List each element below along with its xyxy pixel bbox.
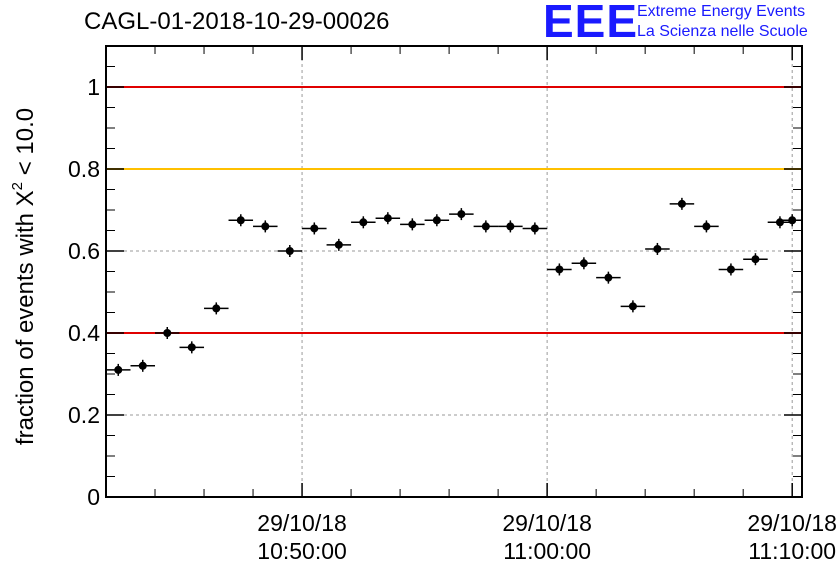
y-tick-label: 0.8 — [68, 156, 100, 182]
x-tick-label-time: 11:00:00 — [503, 538, 591, 564]
data-point — [530, 224, 539, 233]
data-point — [285, 247, 294, 255]
data-point — [432, 216, 441, 225]
y-tick-label: 1 — [87, 74, 100, 100]
chart-title: CAGL-01-2018-10-29-00026 — [84, 8, 390, 35]
x-tick-label-date: 29/10/18 — [502, 510, 592, 536]
data-point — [653, 244, 662, 253]
x-tick-label-time: 10:50:00 — [257, 538, 347, 564]
y-tick-label: 0.4 — [68, 320, 100, 346]
plot-frame — [105, 45, 803, 498]
y-axis-label-prefix: fraction of events with X — [12, 190, 39, 445]
y-axis-label-sup: 2 — [9, 182, 26, 190]
data-points — [106, 197, 802, 376]
x-tick-labels: 29/10/1810:50:0029/10/1811:00:0029/10/18… — [257, 510, 836, 564]
data-point — [677, 199, 686, 208]
logo-line-2: La Scienza nelle Scuole — [637, 23, 808, 40]
y-axis-label: fraction of events with X2 < 10.0 — [9, 108, 39, 445]
grid-layer — [106, 46, 802, 497]
data-point — [481, 222, 490, 231]
data-point — [702, 222, 711, 231]
data-point — [138, 361, 147, 370]
y-axis-label-suffix: < 10.0 — [12, 108, 39, 182]
tick-layer — [105, 46, 802, 498]
data-point — [628, 302, 637, 311]
data-point — [726, 265, 735, 274]
data-point — [334, 240, 343, 249]
data-point — [236, 216, 245, 225]
y-tick-label: 0.2 — [68, 402, 100, 428]
data-point — [457, 210, 466, 219]
data-point — [579, 259, 588, 268]
x-tick-label-date: 29/10/18 — [257, 510, 347, 536]
data-point — [187, 343, 196, 352]
logo-mark: EEE — [543, 0, 639, 47]
eee-logo: EEE Extreme Energy Events La Scienza nel… — [543, 0, 833, 46]
data-point — [310, 224, 319, 233]
data-point — [408, 220, 417, 229]
reference-lines — [106, 86, 802, 334]
y-tick-label: 0 — [87, 484, 100, 510]
data-point — [212, 304, 221, 313]
data-point — [359, 218, 368, 227]
data-point — [751, 255, 760, 264]
logo-line-1: Extreme Energy Events — [637, 3, 806, 20]
x-tick-label-time: 11:10:00 — [748, 538, 836, 564]
y-tick-label: 0.6 — [68, 238, 100, 264]
data-point — [261, 222, 270, 231]
data-point — [555, 265, 564, 274]
data-point — [163, 329, 172, 337]
data-point — [788, 216, 797, 225]
data-point — [604, 273, 613, 282]
data-point — [506, 222, 515, 231]
data-point — [114, 365, 123, 374]
x-tick-label-date: 29/10/18 — [747, 510, 836, 536]
y-tick-labels: 0 0.2 0.4 0.6 0.8 1 — [68, 74, 100, 510]
data-point — [383, 214, 392, 223]
